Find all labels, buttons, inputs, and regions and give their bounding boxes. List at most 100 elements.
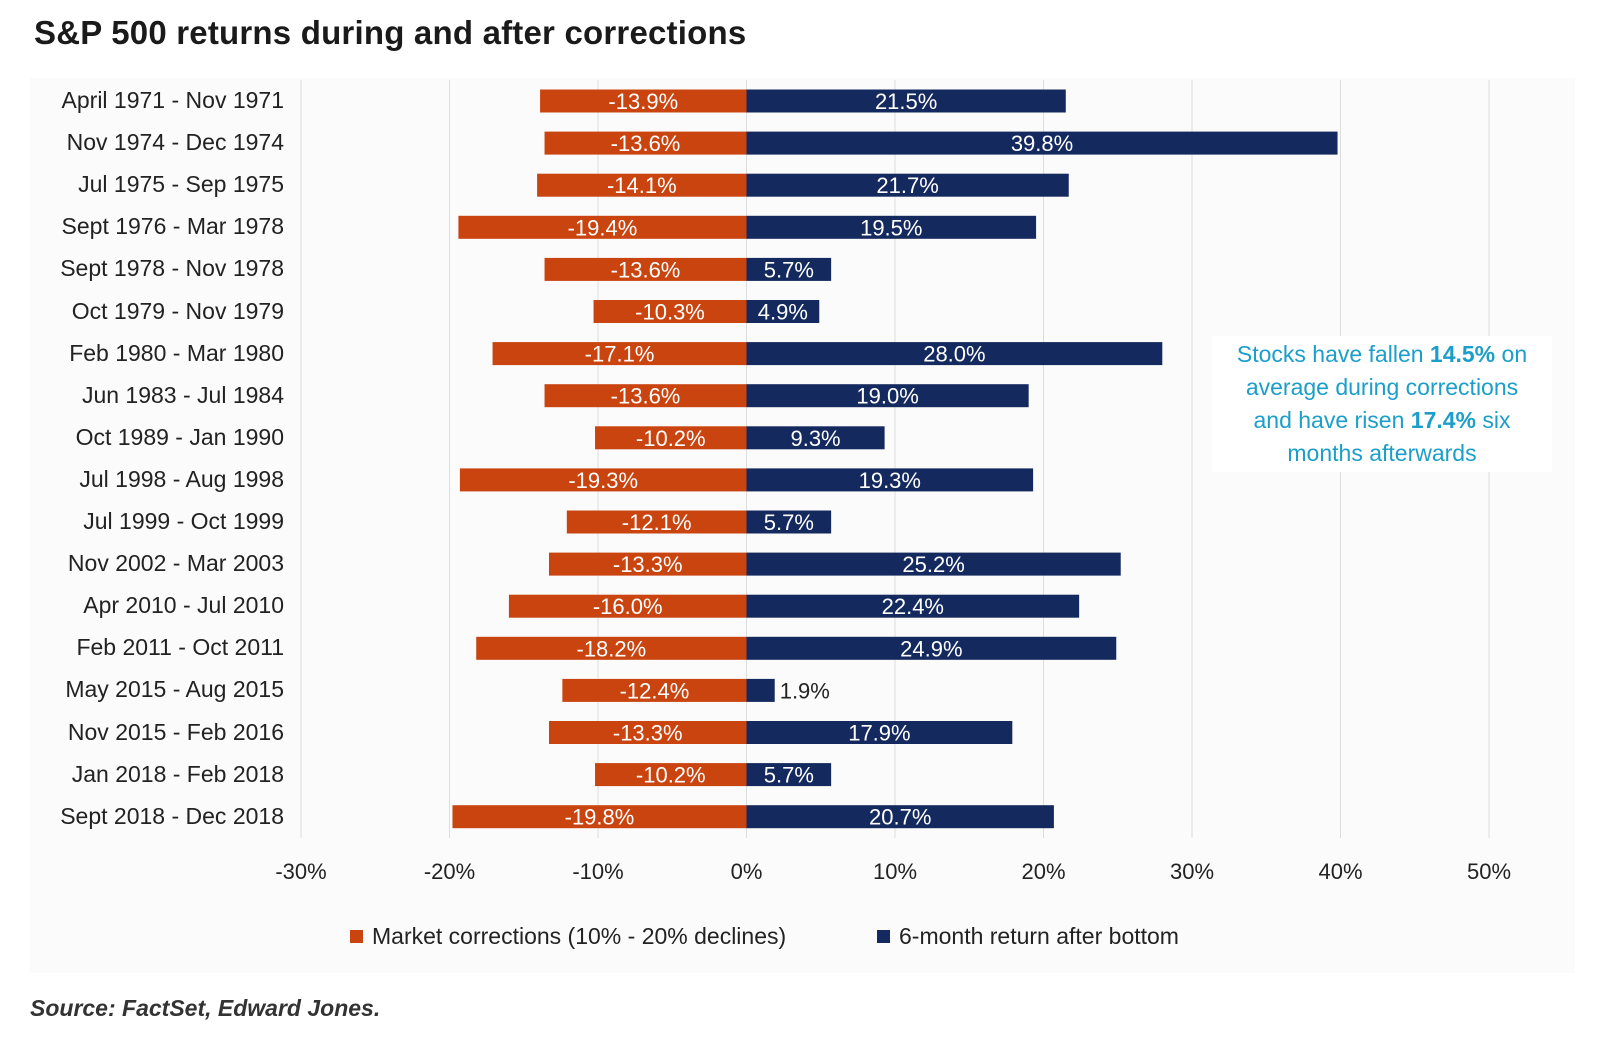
correction-bar <box>544 384 747 408</box>
correction-bar <box>540 89 747 113</box>
legend-item-returns: 6-month return after bottom <box>877 923 1179 950</box>
x-tick-label: -10% <box>572 859 623 884</box>
return-data-label: 21.5% <box>875 89 937 114</box>
return-data-label: 20.7% <box>869 805 931 830</box>
correction-bar <box>492 342 747 366</box>
x-tick-label: 10% <box>873 859 917 884</box>
return-bar <box>746 636 1117 660</box>
annotation-highlight: 14.5% <box>1429 341 1496 367</box>
return-data-label: 19.0% <box>856 384 918 409</box>
return-data-label: 39.8% <box>1011 131 1073 156</box>
return-bar <box>746 721 1013 744</box>
source-note: Source: FactSet, Edward Jones. <box>30 995 381 1021</box>
category-label: April 1971 - Nov 1971 <box>61 87 284 113</box>
correction-bar <box>548 552 747 576</box>
correction-data-label: -14.1% <box>607 173 677 198</box>
correction-bar <box>458 215 747 239</box>
return-bar <box>746 131 1338 155</box>
correction-data-label: -19.8% <box>565 805 635 830</box>
return-bar <box>746 300 820 323</box>
category-label: Oct 1989 - Jan 1990 <box>75 423 284 450</box>
return-data-label: 17.9% <box>848 721 910 746</box>
correction-bar <box>476 636 747 660</box>
return-bar <box>746 173 1069 197</box>
x-tick-label: -20% <box>424 859 475 884</box>
correction-data-label: -10.2% <box>636 426 706 451</box>
return-data-label: 1.9% <box>780 678 830 703</box>
category-label: Feb 1980 - Mar 1980 <box>69 339 284 366</box>
correction-data-label: -13.3% <box>613 552 683 577</box>
correction-data-label: -13.6% <box>611 384 681 409</box>
return-data-label: 19.3% <box>859 468 921 493</box>
legend-label-returns: 6-month return after bottom <box>899 923 1179 949</box>
return-data-label: 4.9% <box>758 300 808 325</box>
correction-bar <box>595 763 747 787</box>
return-bar <box>746 594 1080 618</box>
correction-bar <box>452 805 747 829</box>
annotation-text: average during corrections <box>1245 374 1519 400</box>
correction-bar <box>566 510 747 534</box>
category-label: Jan 2018 - Feb 2018 <box>71 760 284 787</box>
correction-data-label: -13.6% <box>611 131 681 156</box>
legend: Market corrections (10% - 20% declines) … <box>0 923 1600 963</box>
return-data-label: 24.9% <box>900 636 962 661</box>
return-data-label: 25.2% <box>902 552 964 577</box>
x-tick-label: 20% <box>1021 859 1065 884</box>
return-bar <box>746 510 832 534</box>
return-bar <box>746 342 1163 366</box>
x-tick-label: 30% <box>1170 859 1214 884</box>
category-label: Jul 1975 - Sep 1975 <box>78 171 284 198</box>
legend-item-corrections: Market corrections (10% - 20% declines) <box>350 923 786 950</box>
return-data-label: 5.7% <box>764 763 814 788</box>
return-data-label: 22.4% <box>882 594 944 619</box>
correction-bar <box>595 426 747 450</box>
annotation-text: on <box>1495 341 1528 367</box>
return-data-label: 21.7% <box>876 173 938 198</box>
correction-bar <box>593 300 747 323</box>
return-bar <box>746 468 1034 492</box>
category-label: Jul 1998 - Aug 1998 <box>79 465 284 492</box>
return-bar <box>746 805 1054 829</box>
correction-data-label: -13.3% <box>613 721 683 746</box>
return-bar <box>746 678 775 702</box>
category-label: Sept 1976 - Mar 1978 <box>61 213 284 240</box>
correction-data-label: -12.1% <box>622 510 692 535</box>
category-label: Nov 1974 - Dec 1974 <box>66 129 284 156</box>
category-label: Nov 2002 - Mar 2003 <box>67 550 284 577</box>
return-bar <box>746 89 1066 113</box>
return-data-label: 19.5% <box>860 215 922 240</box>
annotation-text: months afterwards <box>1287 440 1477 466</box>
correction-data-label: -10.2% <box>636 763 706 788</box>
correction-bar <box>544 131 747 155</box>
category-label: Sept 1978 - Nov 1978 <box>60 255 284 282</box>
correction-bar <box>459 468 747 492</box>
return-bar <box>746 384 1029 408</box>
return-data-label: 28.0% <box>923 342 985 367</box>
category-label: Feb 2011 - Oct 2011 <box>76 634 284 661</box>
x-tick-label: 40% <box>1318 859 1362 884</box>
x-tick-label: 50% <box>1467 859 1511 884</box>
return-data-label: 5.7% <box>764 510 814 535</box>
correction-data-label: -16.0% <box>593 594 663 619</box>
correction-data-label: -13.6% <box>611 257 681 282</box>
correction-data-label: -17.1% <box>585 342 655 367</box>
x-tick-label: 0% <box>731 859 763 884</box>
return-bar <box>746 426 885 450</box>
legend-label-corrections: Market corrections (10% - 20% declines) <box>372 923 787 949</box>
correction-bar <box>544 257 747 281</box>
correction-bar <box>562 678 747 702</box>
category-labels: April 1971 - Nov 1971 Nov 1974 - Dec 1974… <box>0 0 284 1052</box>
chart-title: S&P 500 returns during and after correct… <box>34 14 747 51</box>
category-label: Jul 1999 - Oct 1999 <box>83 508 284 534</box>
correction-bar <box>537 173 747 197</box>
category-label: Apr 2010 - Jul 2010 <box>83 592 284 619</box>
correction-data-label: -19.3% <box>568 468 638 493</box>
legend-swatch-returns <box>877 930 890 943</box>
category-label: Oct 1979 - Nov 1979 <box>71 297 284 324</box>
correction-data-label: -18.2% <box>577 636 647 661</box>
return-data-label: 9.3% <box>790 426 840 451</box>
correction-data-label: -10.3% <box>635 300 705 325</box>
annotation-text: six <box>1476 407 1511 433</box>
annotation-text: and have risen <box>1253 407 1411 433</box>
return-bar <box>746 763 832 787</box>
